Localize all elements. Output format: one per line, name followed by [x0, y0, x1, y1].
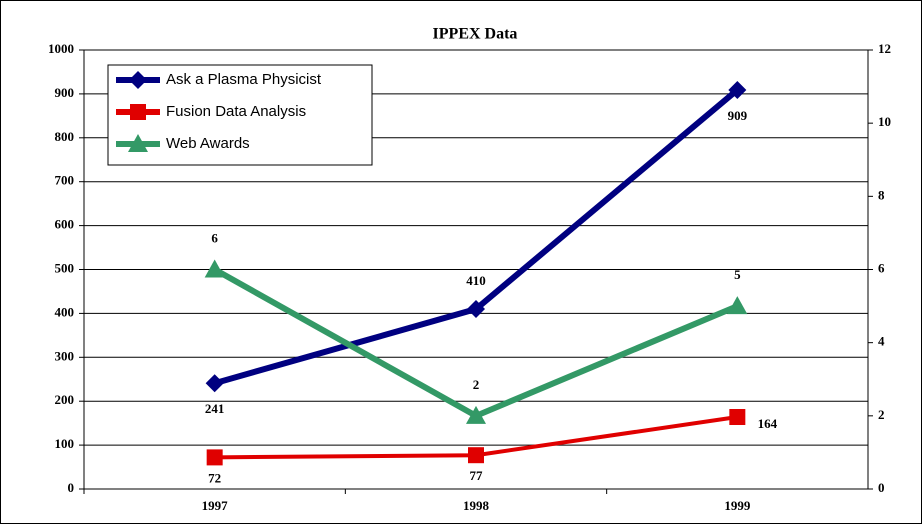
legend-label: Ask a Plasma Physicist	[166, 71, 322, 88]
legend-label: Fusion Data Analysis	[166, 103, 306, 120]
data-label: 5	[734, 267, 741, 282]
x-tick-label: 1999	[724, 498, 751, 513]
marker	[129, 71, 147, 89]
x-tick-label: 1998	[463, 498, 490, 513]
data-label: 909	[728, 108, 748, 123]
y2-tick-label: 4	[878, 334, 885, 349]
x-tick-label: 1997	[202, 498, 229, 513]
marker	[468, 447, 484, 464]
y2-tick-label: 6	[878, 260, 885, 275]
y-tick-label: 400	[55, 304, 75, 319]
data-label: 77	[470, 468, 484, 483]
marker	[204, 259, 225, 278]
marker	[729, 409, 746, 426]
marker	[467, 300, 485, 319]
legend-label: Web Awards	[166, 135, 250, 152]
y2-tick-label: 10	[878, 114, 891, 129]
y-tick-label: 800	[55, 129, 75, 144]
y-tick-label: 600	[55, 217, 75, 232]
y-tick-label: 900	[55, 85, 75, 100]
y-tick-label: 500	[55, 260, 75, 275]
data-label: 2	[473, 377, 480, 392]
y2-tick-label: 8	[878, 187, 885, 202]
y-tick-label: 300	[55, 348, 75, 363]
marker	[466, 405, 486, 424]
chart-title: IPPEX Data	[433, 26, 518, 43]
y-tick-label: 700	[55, 173, 75, 188]
data-label: 6	[211, 230, 218, 245]
marker	[206, 449, 223, 466]
legend: Ask a Plasma Physicist Fusion Data Analys…	[107, 64, 373, 166]
y-tick-label: 1000	[48, 41, 74, 56]
y-tick-label: 0	[68, 480, 75, 495]
marker	[205, 374, 224, 393]
marker	[727, 296, 748, 315]
y-tick-label: 200	[55, 392, 75, 407]
y2-tick-label: 2	[878, 407, 885, 422]
marker	[728, 80, 747, 99]
y2-tick-label: 12	[878, 41, 891, 56]
y2-tick-label: 0	[878, 480, 885, 495]
data-label: 164	[758, 416, 778, 431]
y-tick-label: 100	[55, 436, 75, 451]
data-label: 410	[466, 273, 486, 288]
data-label: 241	[205, 401, 225, 416]
marker	[128, 134, 148, 152]
marker	[130, 104, 146, 120]
data-label: 72	[208, 470, 221, 485]
